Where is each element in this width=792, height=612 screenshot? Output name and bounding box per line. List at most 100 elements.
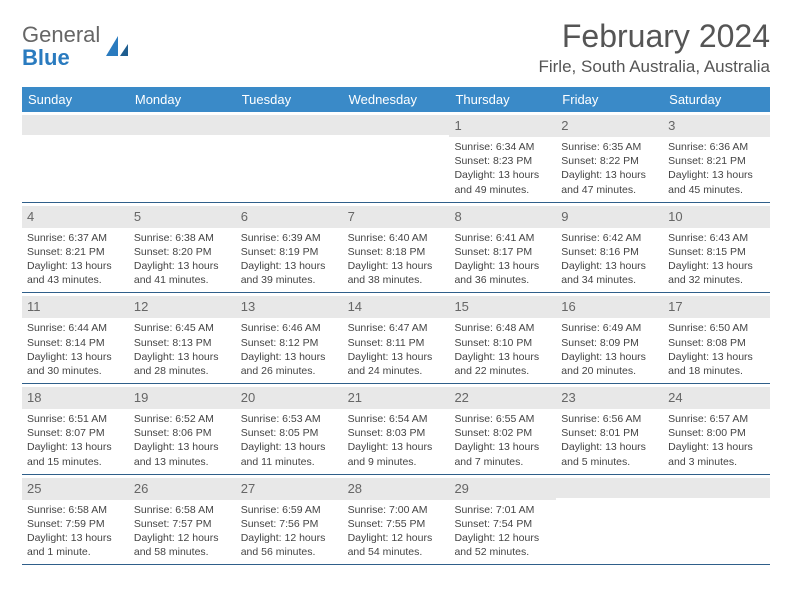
daylight-text: Daylight: 13 hours and 11 minutes.	[241, 440, 338, 468]
sunrise-text: Sunrise: 6:46 AM	[241, 321, 338, 335]
sunrise-text: Sunrise: 6:52 AM	[134, 412, 231, 426]
daylight-text: Daylight: 12 hours and 52 minutes.	[454, 531, 551, 559]
daylight-text: Daylight: 13 hours and 39 minutes.	[241, 259, 338, 287]
daynum-bar: 3	[663, 115, 770, 137]
sunset-text: Sunset: 7:59 PM	[27, 517, 124, 531]
daynum-bar	[663, 478, 770, 498]
day-number: 22	[454, 390, 468, 405]
day-number: 8	[454, 209, 461, 224]
daylight-text: Daylight: 13 hours and 24 minutes.	[348, 350, 445, 378]
day-cell: 29Sunrise: 7:01 AMSunset: 7:54 PMDayligh…	[449, 475, 556, 565]
sunrise-text: Sunrise: 6:53 AM	[241, 412, 338, 426]
daynum-bar: 6	[236, 206, 343, 228]
sunrise-text: Sunrise: 6:45 AM	[134, 321, 231, 335]
week-row: 11Sunrise: 6:44 AMSunset: 8:14 PMDayligh…	[22, 293, 770, 384]
sunset-text: Sunset: 8:23 PM	[454, 154, 551, 168]
day-number: 19	[134, 390, 148, 405]
sunrise-text: Sunrise: 6:42 AM	[561, 231, 658, 245]
sunset-text: Sunset: 8:12 PM	[241, 336, 338, 350]
daylight-text: Daylight: 13 hours and 47 minutes.	[561, 168, 658, 196]
day-cell: 23Sunrise: 6:56 AMSunset: 8:01 PMDayligh…	[556, 384, 663, 474]
day-cell: 16Sunrise: 6:49 AMSunset: 8:09 PMDayligh…	[556, 293, 663, 383]
week-row: 25Sunrise: 6:58 AMSunset: 7:59 PMDayligh…	[22, 475, 770, 566]
daynum-bar: 14	[343, 296, 450, 318]
daynum-bar: 13	[236, 296, 343, 318]
day-number: 14	[348, 299, 362, 314]
location-text: Firle, South Australia, Australia	[538, 57, 770, 77]
sunrise-text: Sunrise: 6:50 AM	[668, 321, 765, 335]
daylight-text: Daylight: 13 hours and 45 minutes.	[668, 168, 765, 196]
day-number: 18	[27, 390, 41, 405]
day-cell: 12Sunrise: 6:45 AMSunset: 8:13 PMDayligh…	[129, 293, 236, 383]
day-cell: 27Sunrise: 6:59 AMSunset: 7:56 PMDayligh…	[236, 475, 343, 565]
weekday-header: Tuesday	[236, 87, 343, 112]
day-number: 2	[561, 118, 568, 133]
sunset-text: Sunset: 8:17 PM	[454, 245, 551, 259]
day-number: 7	[348, 209, 355, 224]
day-number: 13	[241, 299, 255, 314]
day-cell	[663, 475, 770, 565]
daylight-text: Daylight: 13 hours and 28 minutes.	[134, 350, 231, 378]
day-number: 12	[134, 299, 148, 314]
daylight-text: Daylight: 13 hours and 1 minute.	[27, 531, 124, 559]
sunset-text: Sunset: 8:15 PM	[668, 245, 765, 259]
day-number: 5	[134, 209, 141, 224]
daynum-bar: 26	[129, 478, 236, 500]
daynum-bar	[129, 115, 236, 135]
sunset-text: Sunset: 8:21 PM	[27, 245, 124, 259]
day-number: 3	[668, 118, 675, 133]
day-cell: 2 Sunrise: 6:35 AMSunset: 8:22 PMDaylight…	[556, 112, 663, 202]
day-cell: 22Sunrise: 6:55 AMSunset: 8:02 PMDayligh…	[449, 384, 556, 474]
sunrise-text: Sunrise: 6:35 AM	[561, 140, 658, 154]
day-cell: 28Sunrise: 7:00 AMSunset: 7:55 PMDayligh…	[343, 475, 450, 565]
day-number: 27	[241, 481, 255, 496]
daynum-bar: 23	[556, 387, 663, 409]
daylight-text: Daylight: 13 hours and 20 minutes.	[561, 350, 658, 378]
month-title: February 2024	[538, 18, 770, 55]
day-number: 24	[668, 390, 682, 405]
day-number: 16	[561, 299, 575, 314]
day-cell	[236, 112, 343, 202]
daynum-bar: 21	[343, 387, 450, 409]
sunrise-text: Sunrise: 6:44 AM	[27, 321, 124, 335]
day-cell: 4Sunrise: 6:37 AMSunset: 8:21 PMDaylight…	[22, 203, 129, 293]
sunset-text: Sunset: 8:06 PM	[134, 426, 231, 440]
daynum-bar: 16	[556, 296, 663, 318]
day-number: 15	[454, 299, 468, 314]
sunrise-text: Sunrise: 6:40 AM	[348, 231, 445, 245]
daynum-bar: 9	[556, 206, 663, 228]
day-number: 17	[668, 299, 682, 314]
sunset-text: Sunset: 7:57 PM	[134, 517, 231, 531]
weekday-header-row: SundayMondayTuesdayWednesdayThursdayFrid…	[22, 87, 770, 112]
daynum-bar: 22	[449, 387, 556, 409]
sunset-text: Sunset: 8:21 PM	[668, 154, 765, 168]
sunset-text: Sunset: 8:02 PM	[454, 426, 551, 440]
day-cell: 21Sunrise: 6:54 AMSunset: 8:03 PMDayligh…	[343, 384, 450, 474]
sunset-text: Sunset: 8:22 PM	[561, 154, 658, 168]
daynum-bar: 10	[663, 206, 770, 228]
daylight-text: Daylight: 13 hours and 49 minutes.	[454, 168, 551, 196]
week-row: 4Sunrise: 6:37 AMSunset: 8:21 PMDaylight…	[22, 203, 770, 294]
sunrise-text: Sunrise: 6:48 AM	[454, 321, 551, 335]
daylight-text: Daylight: 13 hours and 5 minutes.	[561, 440, 658, 468]
day-number: 28	[348, 481, 362, 496]
daynum-bar: 27	[236, 478, 343, 500]
daynum-bar: 17	[663, 296, 770, 318]
sunrise-text: Sunrise: 6:36 AM	[668, 140, 765, 154]
sunset-text: Sunset: 8:07 PM	[27, 426, 124, 440]
daylight-text: Daylight: 13 hours and 3 minutes.	[668, 440, 765, 468]
calendar: SundayMondayTuesdayWednesdayThursdayFrid…	[22, 87, 770, 565]
week-row: 18Sunrise: 6:51 AMSunset: 8:07 PMDayligh…	[22, 384, 770, 475]
sunset-text: Sunset: 8:11 PM	[348, 336, 445, 350]
daylight-text: Daylight: 13 hours and 32 minutes.	[668, 259, 765, 287]
sunrise-text: Sunrise: 6:37 AM	[27, 231, 124, 245]
sunrise-text: Sunrise: 6:47 AM	[348, 321, 445, 335]
day-number: 23	[561, 390, 575, 405]
daylight-text: Daylight: 13 hours and 38 minutes.	[348, 259, 445, 287]
day-number: 10	[668, 209, 682, 224]
day-cell	[22, 112, 129, 202]
day-cell: 19Sunrise: 6:52 AMSunset: 8:06 PMDayligh…	[129, 384, 236, 474]
daylight-text: Daylight: 13 hours and 9 minutes.	[348, 440, 445, 468]
daylight-text: Daylight: 13 hours and 34 minutes.	[561, 259, 658, 287]
daynum-bar: 18	[22, 387, 129, 409]
